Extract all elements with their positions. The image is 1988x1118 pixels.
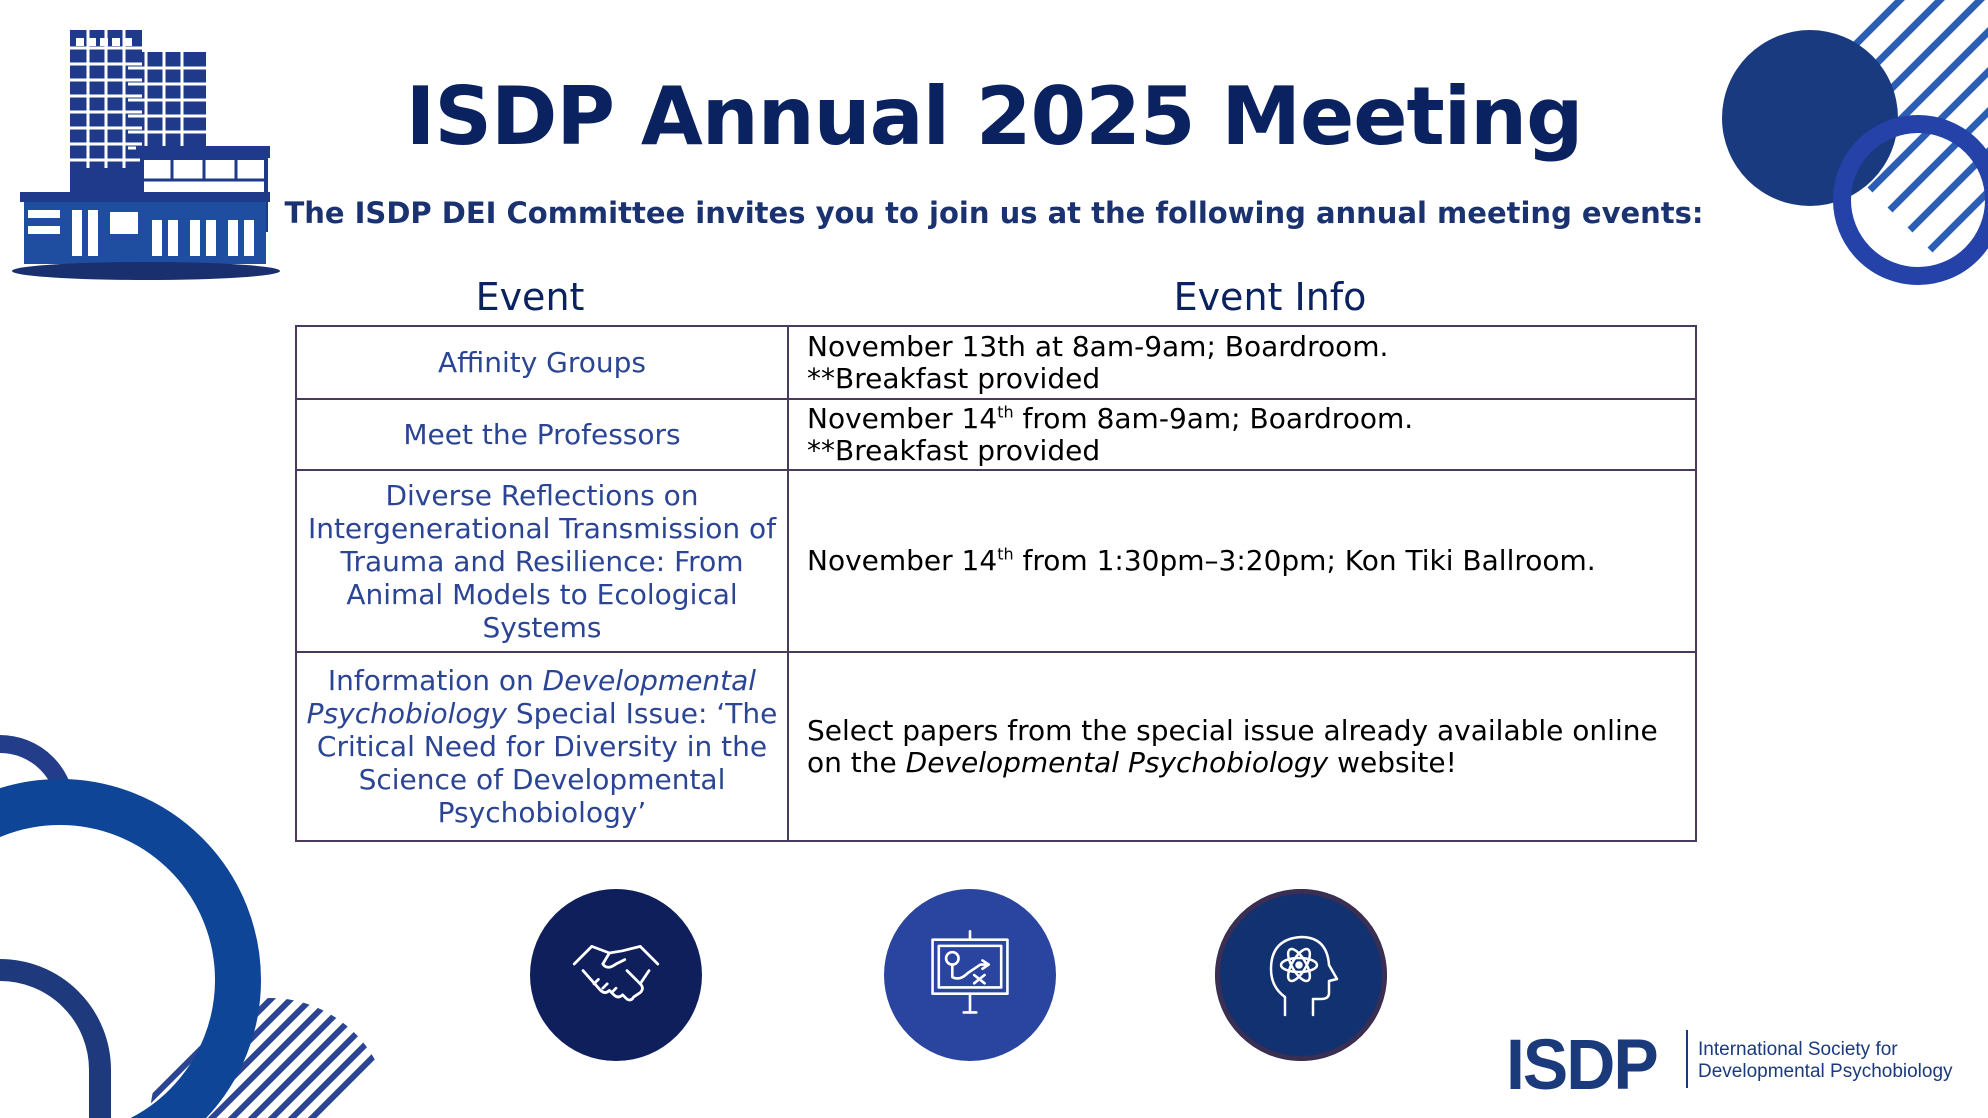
info-details: from 8am-9am; Boardroom. bbox=[1013, 401, 1414, 435]
table-row: Information on Developmental Psychobiolo… bbox=[295, 651, 1697, 842]
event-info: November 14th from 8am-9am; Boardroom. *… bbox=[787, 398, 1697, 471]
event-name: Information on Developmental Psychobiolo… bbox=[295, 651, 789, 842]
journal-title: Developmental Psychobiology bbox=[306, 664, 757, 730]
logo-divider bbox=[1686, 1030, 1688, 1088]
isdp-logo-mark: ISDP bbox=[1506, 1025, 1659, 1105]
decor-bottom-left bbox=[0, 735, 390, 1118]
brain-atom-icon bbox=[1215, 889, 1387, 1061]
logo-line-1: International Society for bbox=[1698, 1039, 1898, 1060]
event-info: Select papers from the special issue alr… bbox=[787, 651, 1697, 842]
info-details: from 1:30pm–3:20pm; Kon Tiki Ballroom. bbox=[1013, 544, 1596, 577]
logo-line-2: Developmental Psychobiology bbox=[1698, 1061, 1953, 1082]
journal-title: Developmental Psychobiology bbox=[905, 745, 1329, 779]
event-info-note: **Breakfast provided bbox=[807, 433, 1101, 467]
info-date: November 14 bbox=[807, 544, 998, 577]
table-row: Meet the Professors November 14th from 8… bbox=[295, 398, 1697, 471]
column-header-event-info: Event Info bbox=[1173, 275, 1367, 319]
event-name-pre: Information on bbox=[327, 664, 543, 697]
event-info-note: **Breakfast provided bbox=[807, 361, 1101, 395]
event-info: November 14th from 1:30pm–3:20pm; Kon Ti… bbox=[787, 469, 1697, 653]
table-row: Diverse Reflections on Intergenerational… bbox=[295, 469, 1697, 653]
event-name-post: Special Issue: ‘The Critical Need for Di… bbox=[316, 697, 778, 829]
event-info: November 13th at 8am-9am; Boardroom. **B… bbox=[787, 325, 1697, 400]
info-date: November 14 bbox=[807, 401, 998, 435]
event-info-line: November 14th from 8am-9am; Boardroom. bbox=[807, 401, 1695, 435]
events-table: Affinity Groups November 13th at 8am-9am… bbox=[295, 325, 1697, 842]
info-ordinal: th bbox=[997, 544, 1014, 564]
column-header-event: Event bbox=[475, 275, 585, 319]
building-illustration bbox=[12, 28, 280, 280]
page-title: ISDP Annual 2025 Meeting bbox=[405, 70, 1584, 163]
event-name: Meet the Professors bbox=[295, 398, 789, 471]
presentation-board-icon bbox=[884, 889, 1056, 1061]
logo-org-name: International Society for Developmental … bbox=[1698, 1039, 1953, 1083]
info-pre: Select papers from the special issue alr… bbox=[807, 713, 1658, 779]
info-post: website! bbox=[1328, 745, 1457, 779]
decor-top-right bbox=[1722, 0, 1988, 285]
event-name: Affinity Groups bbox=[295, 325, 789, 400]
page-subtitle: The ISDP DEI Committee invites you to jo… bbox=[284, 196, 1704, 230]
event-info-line: November 13th at 8am-9am; Boardroom. bbox=[807, 329, 1389, 363]
handshake-icon bbox=[530, 889, 702, 1061]
table-row: Affinity Groups November 13th at 8am-9am… bbox=[295, 325, 1697, 400]
event-name: Diverse Reflections on Intergenerational… bbox=[295, 469, 789, 653]
info-ordinal: th bbox=[997, 402, 1014, 422]
